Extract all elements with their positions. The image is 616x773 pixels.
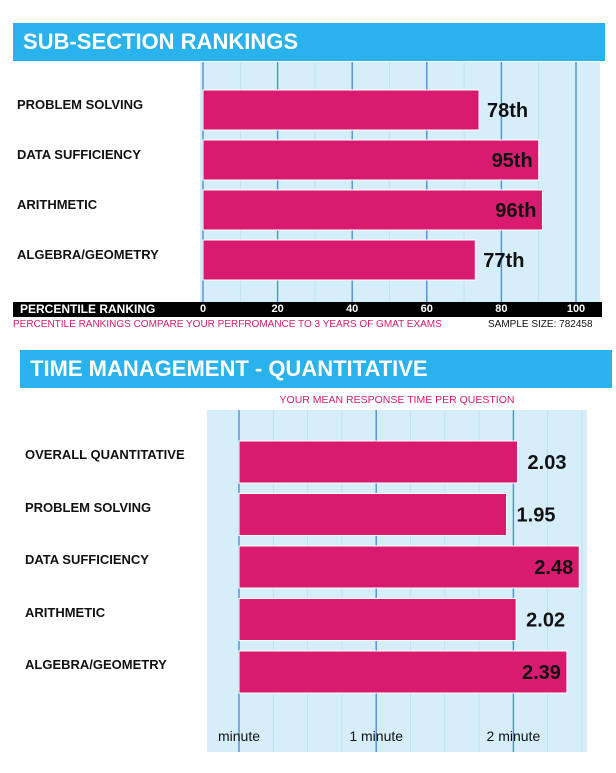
- time-chart: 2.03 1.95 2.48 2.02 2.39: [207, 410, 587, 752]
- time-header: TIME MANAGEMENT - QUANTITATIVE: [20, 350, 612, 388]
- rankings-header: SUB-SECTION RANKINGS: [13, 23, 605, 61]
- data-label: 2.02: [526, 610, 565, 632]
- bar: [238, 493, 508, 536]
- tick-label: 60: [420, 303, 433, 315]
- category-label: DATA SUFFICIENCY: [25, 552, 149, 567]
- category-label: ALGEBRA/GEOMETRY: [25, 657, 167, 672]
- bar: [202, 89, 480, 131]
- data-label: 95th: [492, 150, 533, 172]
- time-subtitle: YOUR MEAN RESPONSE TIME PER QUESTION: [279, 394, 515, 406]
- tick-label: 100: [566, 303, 586, 315]
- bar: [238, 545, 580, 589]
- tick-label: 40: [346, 303, 359, 315]
- rankings-chart: 78th 95th 96th 77th: [200, 62, 600, 302]
- tick-label: 2 minute: [486, 728, 541, 744]
- bar: [238, 598, 517, 641]
- bar: [238, 440, 519, 484]
- bar: [202, 139, 540, 181]
- rankings-title: SUB-SECTION RANKINGS: [23, 29, 299, 54]
- category-label: ALGEBRA/GEOMETRY: [17, 247, 159, 262]
- data-label: 96th: [495, 200, 536, 222]
- bar: [202, 189, 543, 231]
- category-label: PROBLEM SOLVING: [25, 499, 152, 515]
- bar: [202, 239, 476, 281]
- category-label: OVERALL QUANTITATIVE: [25, 447, 185, 462]
- bar: [238, 650, 568, 694]
- rankings-axis-title: PERCENTILE RANKING: [20, 302, 156, 316]
- category-label: PROBLEM SOLVING: [17, 97, 144, 112]
- time-title: TIME MANAGEMENT - QUANTITATIVE: [30, 356, 428, 381]
- rankings-footnote: PERCENTILE RANKINGS COMPARE YOUR PERFROM…: [13, 319, 442, 330]
- tick-label: 20: [271, 303, 284, 315]
- data-label: 77th: [483, 250, 524, 272]
- data-label: 78th: [487, 100, 528, 122]
- data-label: 2.03: [528, 452, 567, 474]
- rankings-axis-bar: [13, 302, 602, 317]
- data-label: 1.95: [517, 505, 556, 527]
- tick-label: 1 minute: [349, 728, 404, 744]
- category-label: ARITHMETIC: [25, 604, 106, 620]
- tick-label: 80: [495, 303, 508, 315]
- category-label: ARITHMETIC: [17, 197, 98, 212]
- category-label: DATA SUFFICIENCY: [17, 147, 141, 162]
- tick-label: 0: [199, 303, 207, 315]
- data-label: 2.48: [534, 557, 573, 579]
- sample-size: SAMPLE SIZE: 782458: [488, 319, 593, 330]
- data-label: 2.39: [522, 662, 561, 684]
- tick-label: minute: [217, 728, 261, 744]
